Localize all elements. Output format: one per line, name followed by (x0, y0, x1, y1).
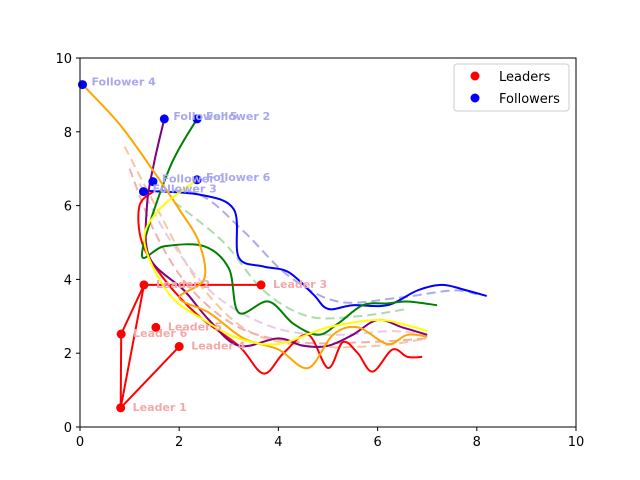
legend: Leaders Followers (453, 63, 570, 112)
dashed-trajectory-1 (144, 189, 478, 304)
leader-point-2 (139, 280, 149, 290)
follower-point-5 (159, 114, 169, 124)
follower-label-4: Follower 4 (91, 76, 156, 89)
annotations: Leader 1 Leader 2 Leader 3 Leader 4 Leader 5… (91, 76, 327, 414)
x-tick-label: 0 (76, 435, 84, 450)
follower-label-1: Follower 1 (162, 173, 226, 186)
legend-marker-2 (470, 93, 480, 103)
dashed-trajectory-2 (173, 201, 408, 320)
trajectory-6 (143, 179, 428, 346)
y-tick-label: 4 (64, 273, 72, 288)
follower-label-5: Follower 5 (173, 110, 237, 123)
legend-label-2: Followers (499, 92, 560, 107)
follower-point-6 (192, 175, 202, 185)
follower-point-1 (148, 177, 158, 187)
axes-frame (79, 57, 577, 428)
x-tick-label: 6 (373, 435, 381, 450)
trajectory-3 (140, 118, 438, 336)
y-tick-label: 2 (64, 347, 72, 362)
leader-label-6: Leader 6 (133, 327, 187, 340)
x-tick-label: 4 (274, 435, 282, 450)
x-tick-label: 2 (175, 435, 183, 450)
follower-point-2 (192, 114, 202, 124)
follower-label-6: Follower 6 (206, 171, 271, 184)
leader-point-1 (116, 403, 126, 413)
y-tick-label: 6 (64, 200, 72, 215)
y-tick-label: 10 (55, 52, 72, 67)
agent-points (77, 80, 266, 413)
legend-marker-1 (470, 71, 480, 81)
leader-label-1: Leader 1 (133, 401, 187, 414)
x-tick-label: 8 (473, 435, 481, 450)
trajectory-5 (81, 83, 428, 370)
trajectories (81, 83, 487, 375)
dashed-trajectory-5 (138, 183, 428, 336)
y-tick-label: 0 (64, 421, 72, 436)
leader-point-3 (256, 280, 266, 290)
follower-label-3: Follower 3 (152, 183, 216, 196)
leader-point-4 (174, 342, 184, 352)
trajectory-2 (144, 189, 487, 311)
leader-label-3: Leader 3 (273, 278, 327, 291)
follower-label-2: Follower 2 (206, 110, 270, 123)
leader-point-5 (151, 322, 161, 332)
follower-point-3 (138, 187, 148, 197)
follower-point-4 (77, 80, 87, 90)
leader-label-4: Leader 4 (191, 340, 245, 353)
dashed-trajectories (123, 146, 478, 349)
dashed-trajectory-4 (128, 168, 428, 345)
axis-ticks: 0 2 4 6 8 10 0 2 4 6 8 10 (55, 52, 584, 450)
x-tick-label: 10 (568, 435, 585, 450)
leader-point-6 (116, 329, 126, 339)
dashed-trajectory-3 (123, 146, 428, 349)
leader-label-5: Leader 5 (168, 320, 222, 333)
leader-label-2: Leader 2 (156, 278, 210, 291)
legend-box (453, 63, 570, 112)
legend-label-1: Leaders (499, 70, 551, 85)
y-tick-label: 8 (64, 126, 72, 141)
